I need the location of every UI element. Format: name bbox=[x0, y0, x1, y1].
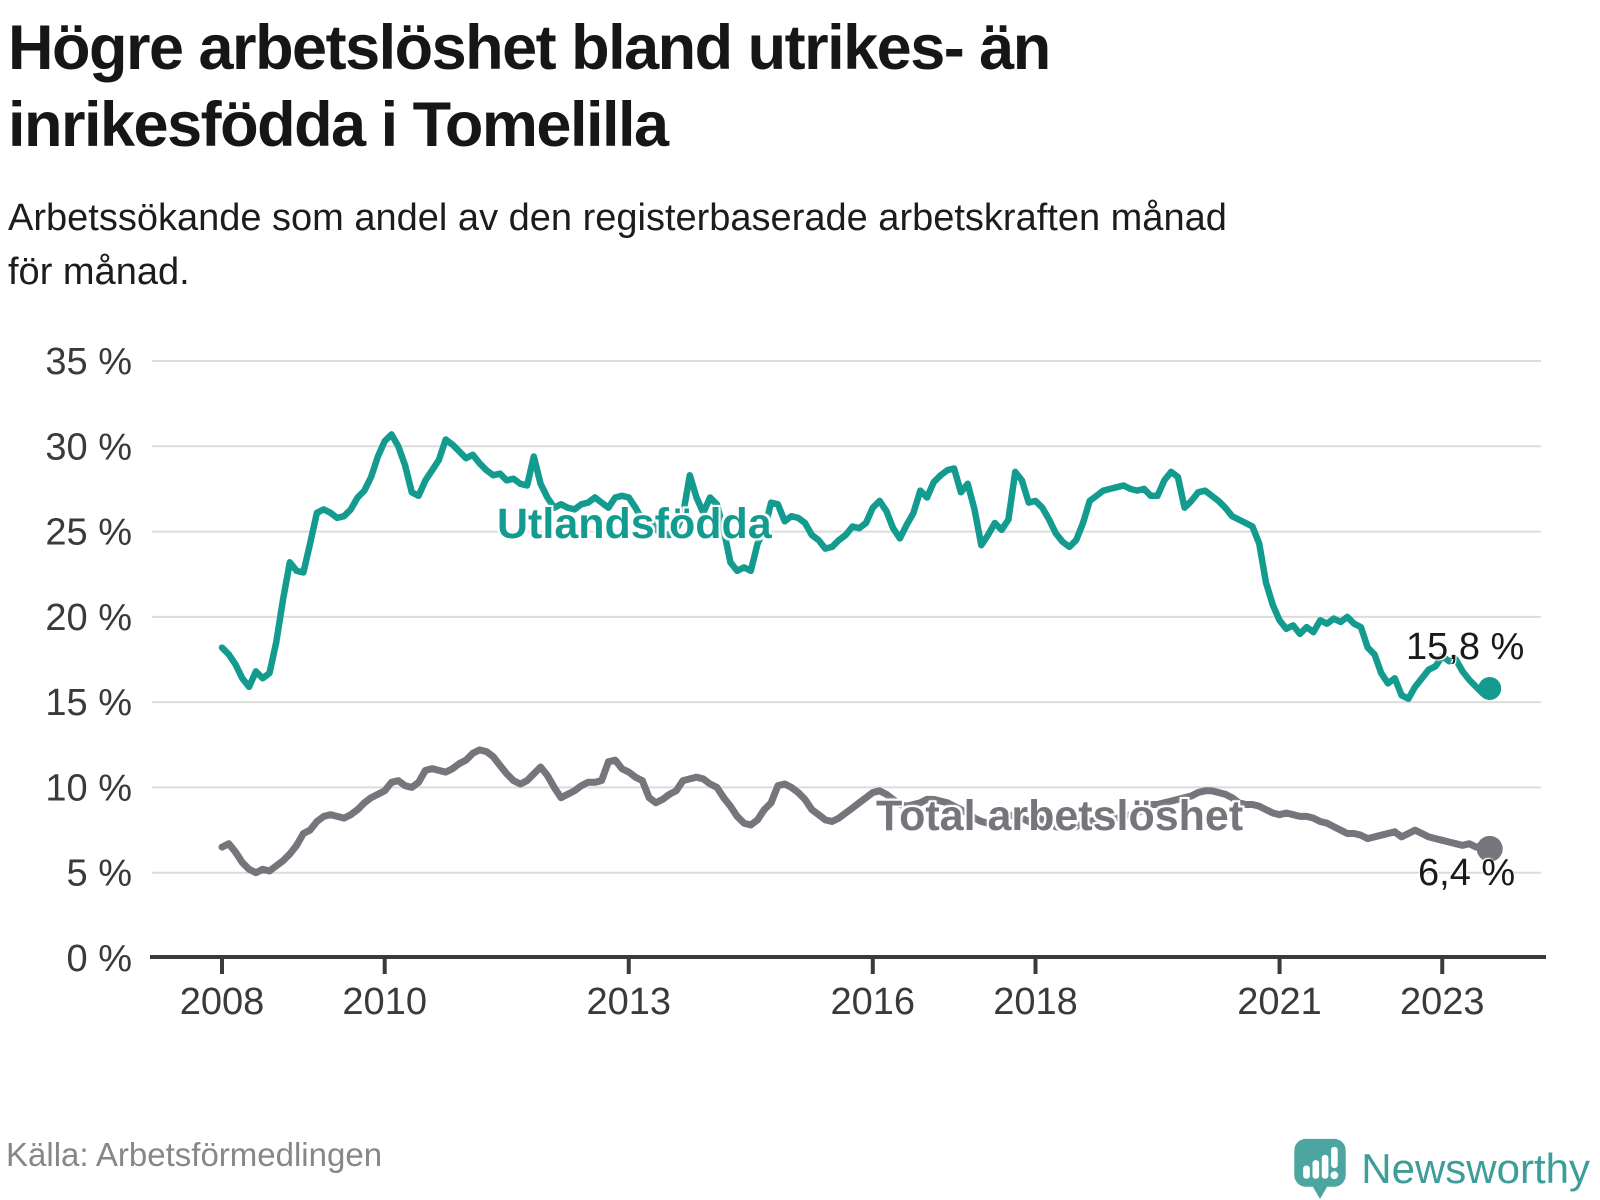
x-tick-label: 2008 bbox=[180, 981, 265, 1023]
x-tick-label: 2016 bbox=[831, 981, 916, 1023]
end-value-total: 6,4 % bbox=[1418, 852, 1516, 894]
x-tick-label: 2018 bbox=[993, 981, 1078, 1023]
y-tick-label: 30 % bbox=[45, 426, 132, 468]
x-tick-label: 2023 bbox=[1400, 981, 1485, 1023]
y-tick-label: 15 % bbox=[45, 682, 132, 724]
series-label-total-arbetsloshet: Total arbetslöshet bbox=[876, 792, 1244, 840]
y-axis-labels: 0 % 5 % 10 % 15 % 20 % 25 % 30 % 35 % bbox=[45, 341, 132, 980]
brand-name: Newsworthy bbox=[1361, 1145, 1590, 1192]
chart-subtitle: Arbetssökande som andel av den registerb… bbox=[8, 192, 1568, 300]
x-tick-label: 2021 bbox=[1237, 981, 1322, 1023]
subtitle-line-2: för månad. bbox=[8, 250, 190, 293]
bar-chart-speech-bubble-icon bbox=[1294, 1138, 1346, 1200]
y-tick-label: 5 % bbox=[67, 853, 132, 895]
subtitle-line-1: Arbetssökande som andel av den registerb… bbox=[8, 197, 1227, 239]
brand: Newsworthy bbox=[1293, 1138, 1590, 1200]
x-tick-label: 2013 bbox=[586, 981, 671, 1023]
page-title: Högre arbetslöshet bland utrikes- än inr… bbox=[8, 10, 1568, 164]
utlandsfodda-line bbox=[218, 431, 1493, 702]
y-tick-label: 10 % bbox=[45, 767, 132, 809]
y-tick-label: 0 % bbox=[67, 938, 132, 980]
y-tick-label: 25 % bbox=[45, 512, 132, 554]
source-note: Källa: Arbetsförmedlingen bbox=[6, 1136, 383, 1173]
x-axis: 2008 2010 2013 2016 2018 2021 2023 bbox=[150, 955, 1546, 1023]
series-lines bbox=[218, 431, 1494, 877]
utlandsfodda-end-dot bbox=[1478, 676, 1502, 700]
y-tick-label: 35 % bbox=[45, 341, 132, 383]
total-end-dot bbox=[1476, 835, 1503, 862]
total-arbetsloshet-line bbox=[218, 746, 1494, 877]
series-label-utlandsfodda: Utlandsfödda bbox=[497, 500, 772, 548]
title-line-2: inrikesfödda i Tomelilla bbox=[8, 89, 669, 160]
series-end-dots bbox=[1476, 676, 1503, 862]
end-value-utlandsfodda: 15,8 % bbox=[1406, 626, 1525, 668]
title-line-1: Högre arbetslöshet bland utrikes- än bbox=[8, 13, 1051, 83]
y-tick-label: 20 % bbox=[45, 597, 132, 639]
x-tick-label: 2010 bbox=[342, 981, 427, 1023]
